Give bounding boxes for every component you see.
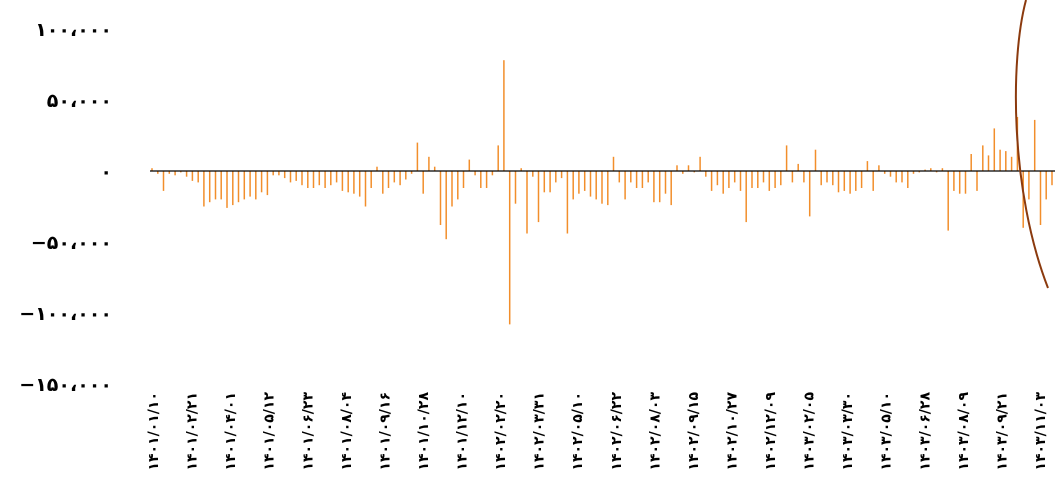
x-tick-label: ۱۴۰۲/۰۲/۲۰ xyxy=(493,392,509,471)
x-tick-label: ۱۴۰۱/۰۴/۰۱ xyxy=(223,392,239,471)
x-tick-label: ۱۴۰۲/۰۶/۲۲ xyxy=(609,392,625,471)
y-tick-label: −۱۰۰،۰۰۰ xyxy=(19,303,112,325)
y-tick-label: −۱۵۰،۰۰۰ xyxy=(19,374,112,396)
y-axis-ticks: ۱۰۰،۰۰۰ ۵۰،۰۰۰ ۰ −۵۰،۰۰۰ −۱۰۰،۰۰۰ −۱۵۰،۰۰۰ xyxy=(19,19,112,396)
x-tick-label: ۱۴۰۲/۰۹/۱۵ xyxy=(686,392,702,471)
x-tick-label: ۱۴۰۲/۱۲/۰۹ xyxy=(763,392,779,471)
x-tick-label: ۱۴۰۲/۰۳/۳۱ xyxy=(532,392,548,471)
y-tick-label: ۱۰۰،۰۰۰ xyxy=(35,19,112,41)
x-tick-label: ۱۴۰۱/۰۱/۱۰ xyxy=(146,392,162,471)
x-tick-label: ۱۴۰۳/۱۱/۰۳ xyxy=(1033,392,1049,471)
x-tick-label: ۱۴۰۳/۰۶/۲۸ xyxy=(917,392,933,471)
x-tick-label: ۱۴۰۱/۰۶/۲۳ xyxy=(300,392,316,471)
x-tick-label: ۱۴۰۳/۰۹/۲۱ xyxy=(994,392,1010,471)
x-tick-label: ۱۴۰۱/۰۸/۰۴ xyxy=(339,392,355,471)
y-tick-label: ۰ xyxy=(100,161,112,183)
highlight-ellipse xyxy=(1014,0,1049,289)
x-tick-label: ۱۴۰۱/۱۰/۲۸ xyxy=(416,392,432,471)
x-tick-label: ۱۴۰۲/۰۵/۱۰ xyxy=(570,392,586,471)
y-tick-label: ۵۰،۰۰۰ xyxy=(47,90,112,112)
y-tick-label: −۵۰،۰۰۰ xyxy=(31,232,112,254)
x-tick-label: ۱۴۰۳/۰۸/۰۹ xyxy=(956,392,972,471)
x-tick-label: ۱۴۰۱/۰۹/۱۶ xyxy=(377,392,393,471)
x-tick-label: ۱۴۰۱/۱۲/۱۰ xyxy=(455,392,471,471)
x-tick-label: ۱۴۰۱/۰۵/۱۲ xyxy=(262,392,278,471)
x-tick-label: ۱۴۰۳/۰۵/۱۰ xyxy=(879,392,895,471)
x-tick-label: ۱۴۰۳/۰۳/۳۰ xyxy=(840,392,856,471)
x-tick-label: ۱۴۰۳/۰۲/۰۵ xyxy=(802,392,818,471)
x-tick-label: ۱۴۰۱/۰۲/۲۱ xyxy=(185,392,201,471)
bar-series xyxy=(151,60,1053,325)
x-axis-ticks: ۱۴۰۱/۰۱/۱۰ ۱۴۰۱/۰۲/۲۱ ۱۴۰۱/۰۴/۰۱ ۱۴۰۱/۰۵/۱۲… xyxy=(146,392,1049,471)
x-tick-label: ۱۴۰۲/۰۸/۰۳ xyxy=(647,392,663,471)
x-tick-label: ۱۴۰۲/۱۰/۲۷ xyxy=(725,392,741,471)
